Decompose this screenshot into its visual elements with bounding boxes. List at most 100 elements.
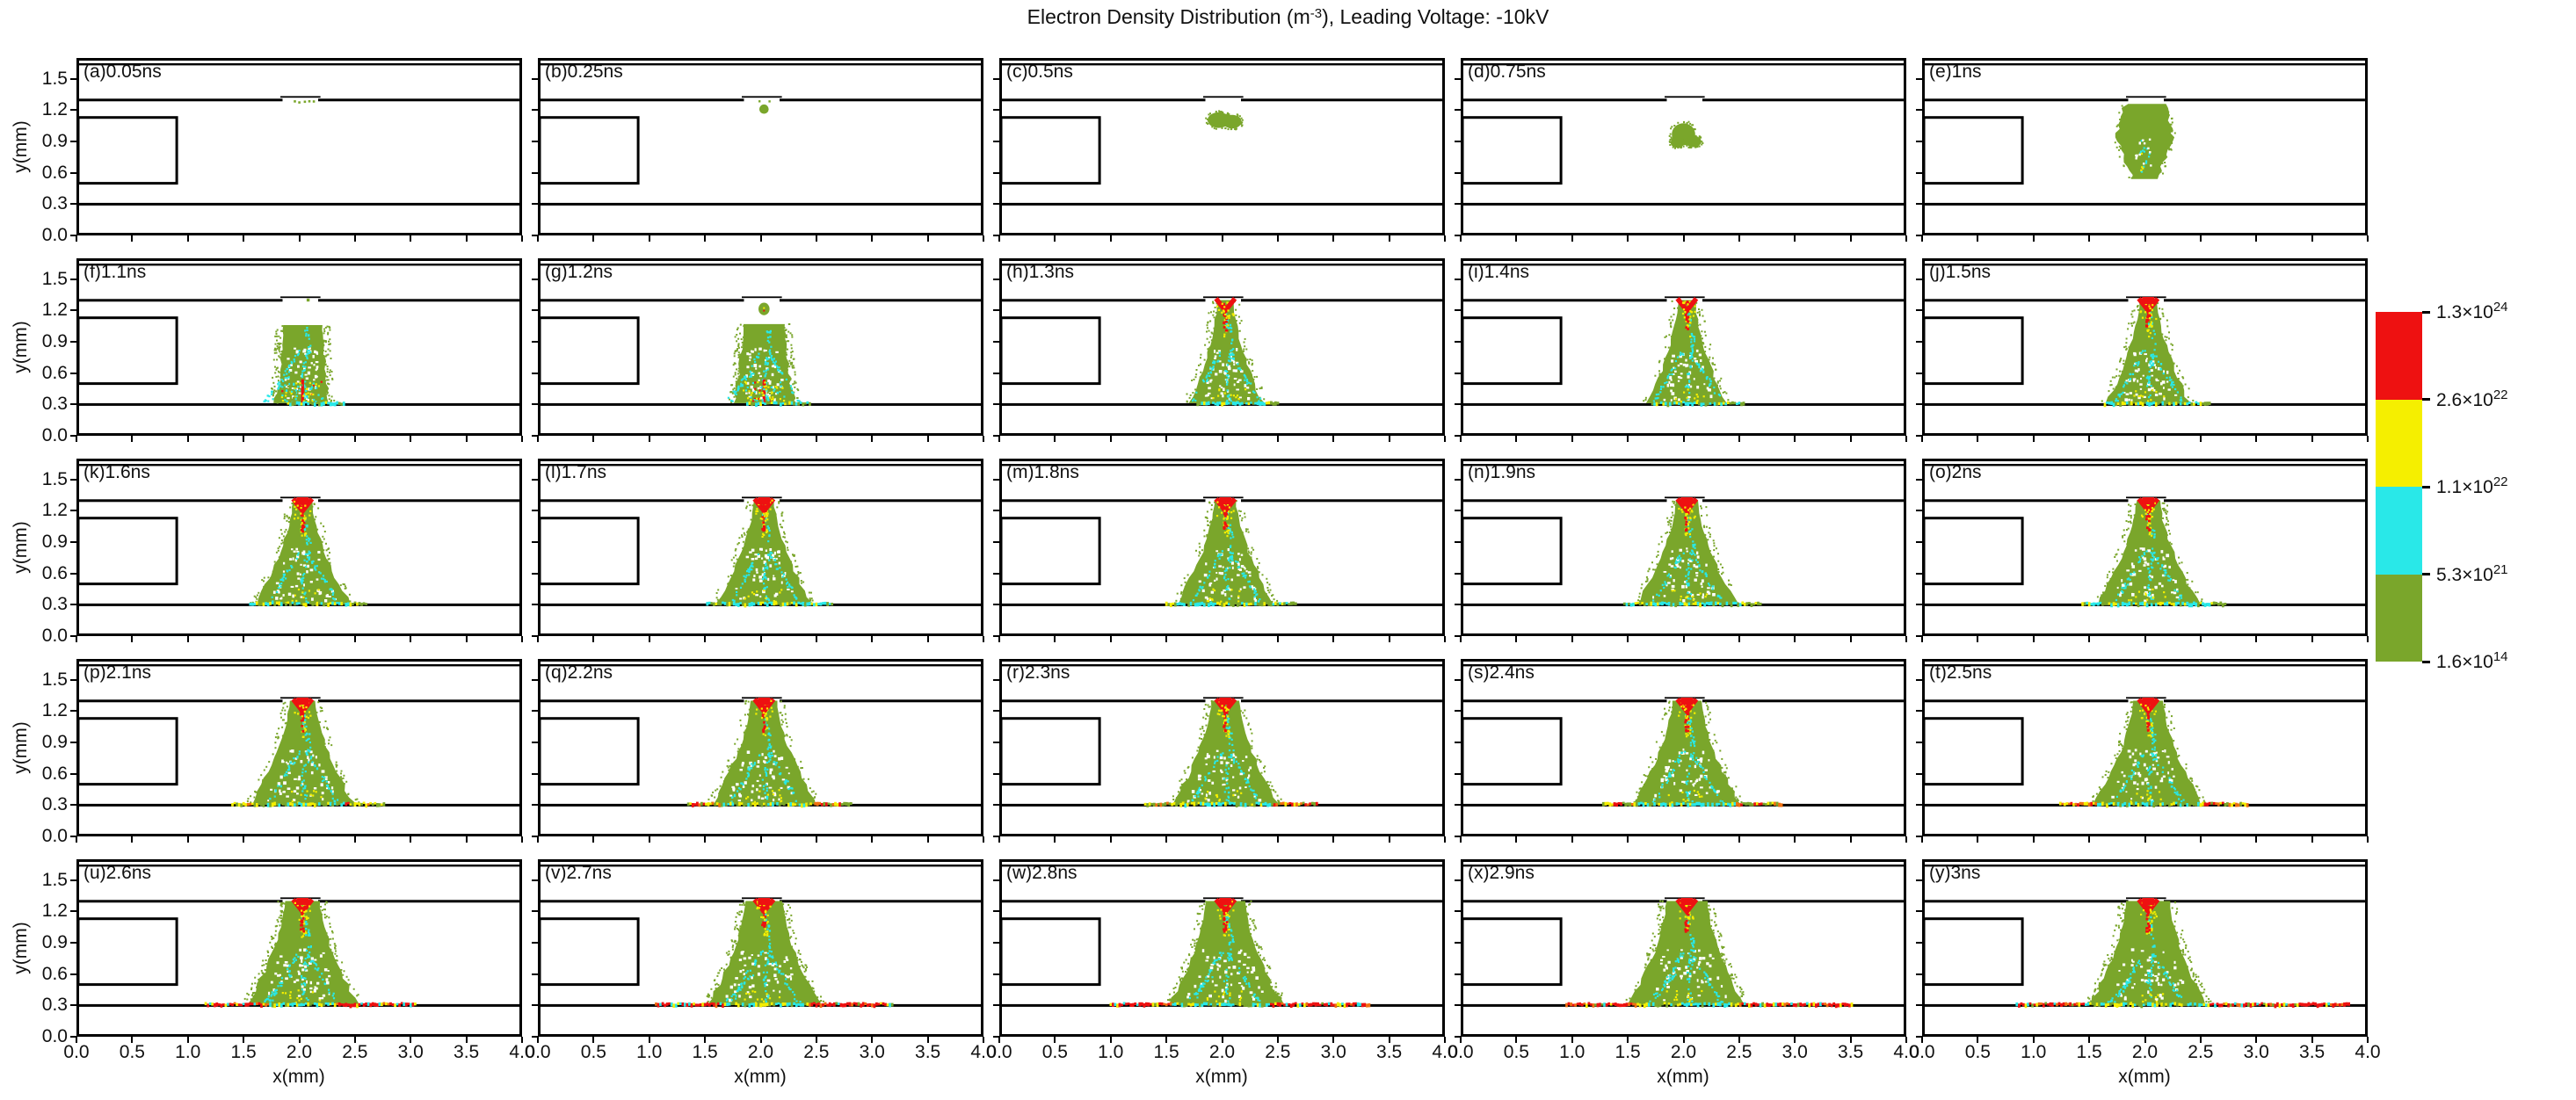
density-plot bbox=[1461, 258, 1906, 436]
y-tick bbox=[1916, 710, 1922, 712]
x-tick bbox=[2367, 836, 2369, 843]
y-tick bbox=[70, 836, 76, 837]
panel-d: (d)0.75ns bbox=[1455, 58, 1907, 242]
panel-i: (i)1.4ns bbox=[1455, 258, 1907, 442]
y-tick bbox=[1916, 341, 1922, 343]
y-axis-label: y(mm) bbox=[11, 120, 31, 173]
y-tick bbox=[993, 573, 999, 575]
y-tick bbox=[1455, 172, 1461, 174]
y-tick bbox=[70, 879, 76, 881]
panel-g: (g)1.2ns bbox=[532, 258, 984, 442]
x-tick-label: 3.0 bbox=[1781, 1042, 1808, 1062]
x-tick bbox=[410, 636, 411, 642]
y-tick-label: 1.2 bbox=[41, 300, 68, 321]
y-axis-label: y(mm) bbox=[11, 321, 31, 373]
x-tick bbox=[1110, 1037, 1112, 1043]
y-tick-label: 0.3 bbox=[41, 594, 68, 615]
panel-n: (n)1.9ns bbox=[1455, 459, 1907, 642]
plasma-2.6ns bbox=[204, 898, 417, 1009]
density-plot bbox=[538, 459, 983, 636]
x-tick bbox=[131, 436, 133, 442]
y-tick bbox=[532, 510, 538, 511]
x-tick bbox=[1054, 235, 1056, 242]
title-text-2: ), Leading Voltage: -10kV bbox=[1322, 5, 1549, 28]
y-tick-label: 0.0 bbox=[41, 826, 68, 846]
x-tick bbox=[1054, 836, 1056, 843]
x-tick bbox=[1977, 636, 1978, 642]
plasma-0.25ns bbox=[758, 100, 771, 114]
colorbar-tick bbox=[2422, 311, 2430, 314]
y-tick bbox=[1455, 109, 1461, 111]
x-tick bbox=[1165, 235, 1167, 242]
y-tick-label: 0.3 bbox=[41, 193, 68, 214]
y-tick bbox=[532, 836, 538, 837]
y-tick bbox=[1916, 203, 1922, 205]
y-tick bbox=[993, 1036, 999, 1038]
panel-label: (h)1.3ns bbox=[1006, 262, 1075, 282]
colorbar-exponent: 24 bbox=[2493, 300, 2508, 315]
y-tick bbox=[532, 341, 538, 343]
y-tick bbox=[1916, 510, 1922, 511]
x-tick bbox=[1794, 436, 1796, 442]
x-tick bbox=[1110, 235, 1112, 242]
x-tick bbox=[2088, 436, 2090, 442]
y-tick bbox=[70, 773, 76, 775]
x-tick bbox=[998, 436, 1000, 442]
x-tick bbox=[354, 235, 356, 242]
x-tick-label: 2.5 bbox=[803, 1042, 830, 1062]
plasma-2.4ns bbox=[1601, 698, 1783, 807]
panel-label: (q)2.2ns bbox=[545, 662, 613, 683]
y-tick bbox=[1455, 973, 1461, 975]
x-tick-label: 2.0 bbox=[286, 1042, 313, 1062]
x-tick bbox=[998, 836, 1000, 843]
panel-x: (x)2.9ns bbox=[1455, 859, 1907, 1043]
y-tick bbox=[532, 1036, 538, 1038]
x-tick bbox=[2144, 436, 2146, 442]
y-tick-label: 0.9 bbox=[41, 532, 68, 553]
y-tick bbox=[1455, 910, 1461, 912]
y-tick-label: 0.3 bbox=[41, 394, 68, 415]
x-tick bbox=[592, 235, 594, 242]
y-tick bbox=[1916, 235, 1922, 236]
colorbar-tick bbox=[2422, 486, 2430, 488]
colorbar-swatch-0 bbox=[2376, 312, 2422, 400]
x-tick-label: 1.0 bbox=[2021, 1042, 2047, 1062]
plasma-1.2ns bbox=[727, 302, 811, 408]
plasma-2.7ns bbox=[655, 898, 894, 1009]
y-tick bbox=[532, 742, 538, 743]
y-tick bbox=[1455, 510, 1461, 511]
x-tick bbox=[649, 235, 650, 242]
x-tick bbox=[1515, 235, 1517, 242]
y-tick bbox=[532, 403, 538, 405]
x-tick bbox=[1277, 1037, 1279, 1043]
x-tick bbox=[871, 836, 873, 843]
y-tick-label: 1.5 bbox=[41, 268, 68, 289]
y-tick-label: 0.6 bbox=[41, 963, 68, 984]
x-tick bbox=[871, 436, 873, 442]
y-tick bbox=[70, 635, 76, 637]
panel-label: (i)1.4ns bbox=[1468, 262, 1530, 282]
x-tick bbox=[983, 436, 984, 442]
x-tick bbox=[816, 636, 817, 642]
x-tick bbox=[1277, 836, 1279, 843]
x-tick bbox=[1054, 636, 1056, 642]
y-tick bbox=[70, 1036, 76, 1038]
x-tick bbox=[1921, 436, 1923, 442]
x-tick-label: 1.0 bbox=[1559, 1042, 1586, 1062]
y-tick bbox=[1455, 309, 1461, 311]
x-tick bbox=[410, 836, 411, 843]
density-plot bbox=[76, 859, 522, 1037]
x-tick bbox=[2367, 235, 2369, 242]
y-tick-label: 0.6 bbox=[41, 562, 68, 583]
y-tick bbox=[532, 879, 538, 881]
panel-label: (v)2.7ns bbox=[545, 863, 612, 883]
y-tick bbox=[993, 773, 999, 775]
y-tick bbox=[70, 1004, 76, 1006]
y-tick bbox=[1916, 541, 1922, 543]
y-tick bbox=[1455, 804, 1461, 806]
x-tick bbox=[2144, 836, 2146, 843]
y-tick bbox=[70, 141, 76, 142]
y-tick bbox=[532, 235, 538, 236]
x-tick bbox=[1110, 636, 1112, 642]
x-tick bbox=[1977, 235, 1978, 242]
